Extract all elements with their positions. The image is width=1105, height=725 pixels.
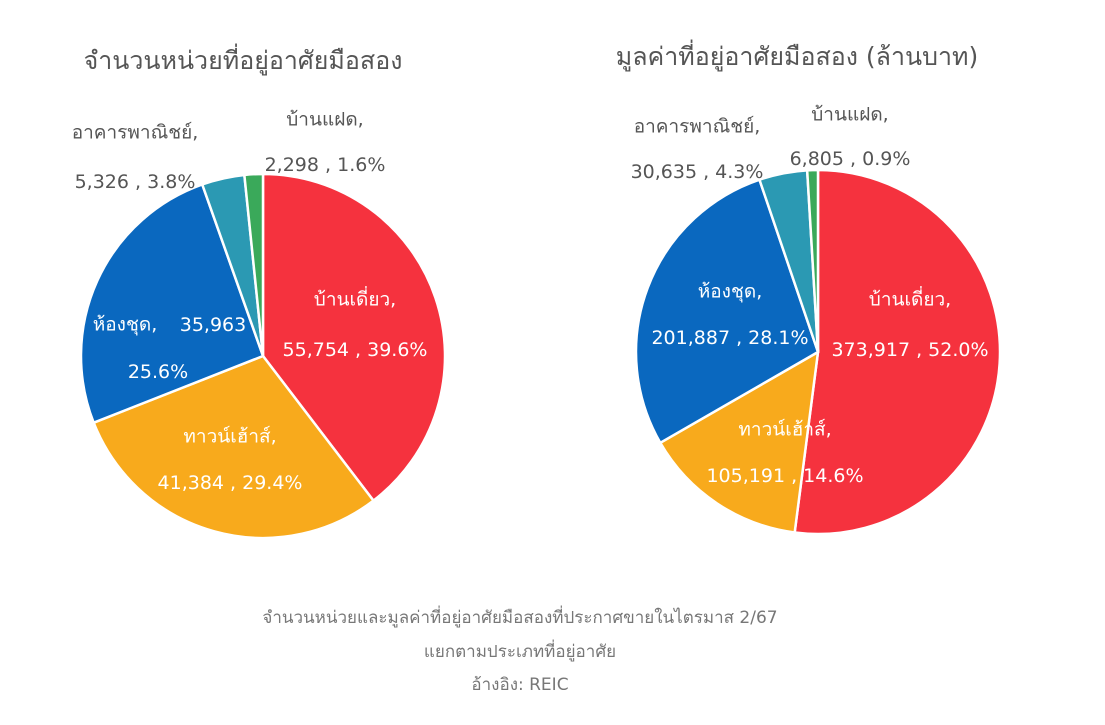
pie-slice bbox=[242, 172, 265, 357]
value-label-line: 5,326 , 3.8% bbox=[75, 171, 196, 193]
slice-category-label: บ้านแฝด, bbox=[811, 104, 888, 126]
slice-value-label: 201,887 , 28.1% bbox=[651, 327, 808, 349]
pie-slice bbox=[261, 172, 447, 503]
slice-value-label: 105,191 , 14.6% bbox=[706, 465, 863, 487]
slice-category-label: บ้านเดี่ยว, bbox=[869, 286, 951, 311]
chart-title: มูลค่าที่อยู่อาศัยมือสอง (ล้านบาท) bbox=[616, 39, 979, 72]
value-label-line: 25.6% bbox=[128, 361, 188, 383]
slice-category-label: บ้านแฝด, bbox=[286, 109, 363, 131]
slice-category-label: อาคารพาณิชย์, bbox=[634, 116, 761, 138]
chart-title: จำนวนหน่วยที่อยู่อาศัยมือสอง bbox=[84, 43, 403, 76]
value-label-line: 55,754 , 39.6% bbox=[283, 339, 428, 361]
slice-category-label: ห้องชุด, bbox=[698, 281, 763, 304]
slice-category-label: บ้านเดี่ยว, bbox=[314, 286, 396, 311]
slice-value-label: 55,754 , 39.6% bbox=[283, 339, 428, 361]
slice-value-label: 5,326 , 3.8% bbox=[75, 171, 196, 193]
slice-value-label: 35,963 25.6% bbox=[128, 314, 246, 383]
slice-category-label: ห้องชุด, bbox=[93, 314, 158, 337]
slice-value-label: 373,917 , 52.0% bbox=[831, 339, 988, 361]
pie-slice bbox=[79, 182, 265, 425]
slice-value-label: 41,384 , 29.4% bbox=[158, 472, 303, 494]
value-label-line: 6,805 , 0.9% bbox=[790, 148, 911, 170]
slice-value-label: 6,805 , 0.9% bbox=[790, 148, 911, 170]
slice-category-label: อาคารพาณิชย์, bbox=[72, 122, 199, 144]
pie-slice bbox=[793, 168, 1002, 536]
value-label-line: 41,384 , 29.4% bbox=[158, 472, 303, 494]
pie-slice bbox=[634, 178, 820, 445]
value-label-line: 201,887 , 28.1% bbox=[651, 327, 808, 349]
caption: จำนวนหน่วยและมูลค่าที่อยู่อาศัยมือสองที่… bbox=[262, 605, 777, 628]
pie-slice bbox=[92, 354, 376, 540]
caption: แยกตามประเภทที่อยู่อาศัย bbox=[424, 639, 616, 662]
slice-value-label: 2,298 , 1.6% bbox=[265, 154, 386, 176]
slice-value-label: 30,635 , 4.3% bbox=[631, 161, 764, 183]
value-label-line: 35,963 bbox=[180, 314, 246, 336]
value-label-line: 105,191 , 14.6% bbox=[706, 465, 863, 487]
slice-category-label: ทาวน์เฮ้าส์, bbox=[738, 419, 831, 441]
value-label-line: 373,917 , 52.0% bbox=[831, 339, 988, 361]
pie-slice bbox=[658, 349, 820, 534]
slice-category-label: ทาวน์เฮ้าส์, bbox=[183, 426, 276, 448]
caption: อ้างอิง: REIC bbox=[471, 675, 568, 695]
pie-slice bbox=[805, 168, 820, 353]
value-label-line: 30,635 , 4.3% bbox=[631, 161, 764, 183]
value-label-line: 2,298 , 1.6% bbox=[265, 154, 386, 176]
